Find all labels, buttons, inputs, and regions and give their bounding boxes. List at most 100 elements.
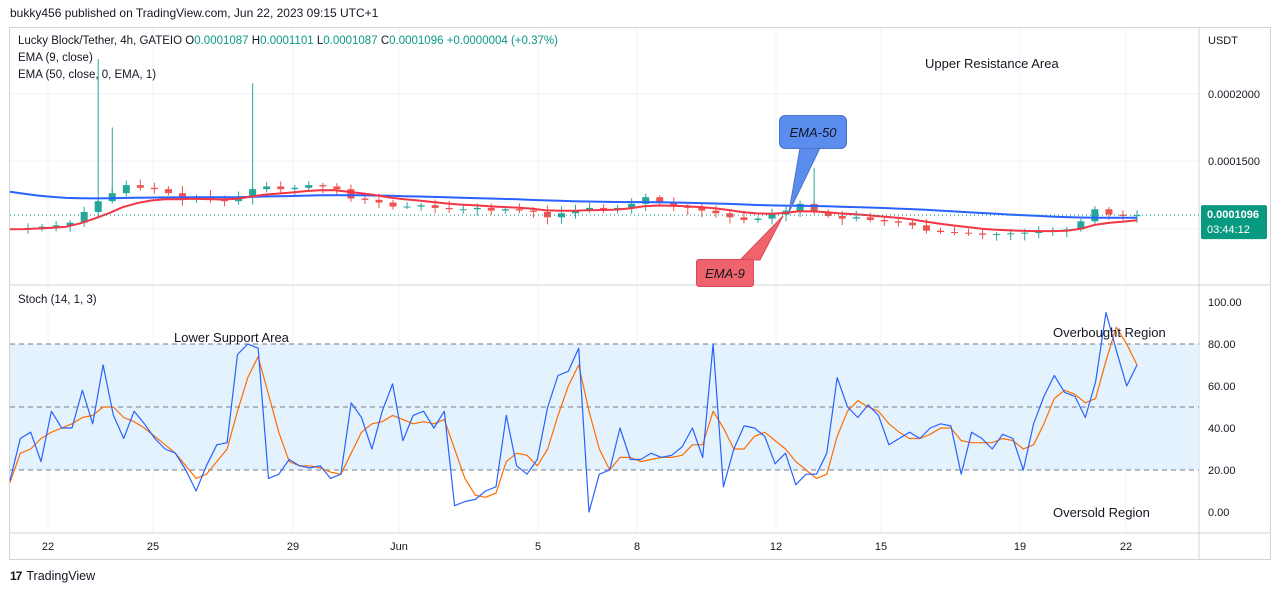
candle-body (501, 209, 509, 211)
candle-body (543, 211, 551, 218)
candle-body (80, 211, 88, 223)
symbol-title[interactable]: Lucky Block/Tether, 4h, GATEIO (18, 35, 183, 47)
lower-support-label: Lower Support Area (174, 330, 289, 345)
candle-body (698, 207, 706, 211)
candle-body (529, 210, 537, 212)
x-tick-label: 22 (42, 541, 54, 553)
candle-body (1133, 215, 1141, 217)
candle-body (908, 222, 916, 226)
candle-body (586, 207, 594, 211)
candle-body (965, 232, 973, 234)
publisher-line: bukky456 published on TradingView.com, J… (10, 6, 379, 20)
candles-group (24, 59, 1141, 241)
candle-body (740, 217, 748, 220)
candle-body (993, 234, 1001, 236)
candle-body (389, 202, 397, 207)
candle-body (333, 186, 341, 190)
stoch-tick-label: 20.00 (1208, 465, 1236, 477)
candle-body (642, 197, 650, 204)
ema50-callout: EMA-50 (779, 115, 847, 149)
x-tick-label: 29 (287, 541, 299, 553)
ema9-legend[interactable]: EMA (9, close) (18, 52, 93, 64)
candle-body (894, 221, 902, 223)
candle-body (572, 210, 579, 214)
symbol-legend: Lucky Block/Tether, 4h, GATEIO O 0.000108… (18, 35, 558, 47)
candle-body (52, 225, 60, 227)
candle-body (1035, 232, 1043, 234)
stoch-tick-label: 100.00 (1208, 297, 1242, 309)
x-tick-label: 12 (770, 541, 782, 553)
stoch-tick-label: 0.00 (1208, 507, 1229, 519)
candle-body (361, 198, 369, 200)
x-tick-label: 25 (147, 541, 159, 553)
candle-body (319, 185, 327, 187)
x-tick-label: 5 (535, 541, 541, 553)
candle-body (936, 230, 944, 233)
candle-body (291, 187, 299, 190)
ema9-callout: EMA-9 (696, 259, 754, 287)
stoch-tick-label: 80.00 (1208, 339, 1236, 351)
candle-body (880, 219, 888, 222)
candle-body (221, 199, 229, 202)
candle-body (796, 203, 804, 211)
candle-body (431, 205, 439, 208)
change-value: +0.0000004 (+0.37%) (446, 35, 558, 47)
tradingview-logo-icon: 17 (10, 569, 22, 583)
last-price-badge (1201, 205, 1267, 240)
ema9-callout-pointer (738, 215, 784, 261)
close-value: 0.0001096 (389, 35, 444, 47)
candle-body (628, 203, 636, 208)
candle-body (277, 186, 285, 190)
candle-body (768, 214, 776, 219)
price-tick-label: 0.0002000 (1208, 89, 1260, 101)
x-tick-label: 22 (1120, 541, 1132, 553)
candle-body (515, 209, 523, 211)
x-tick-label: 8 (634, 541, 640, 553)
candle-body (922, 225, 930, 231)
high-label: H (251, 35, 261, 47)
candle-body (1007, 233, 1015, 235)
candle-body (670, 202, 678, 207)
candle-body (726, 213, 734, 218)
candle-body (754, 218, 762, 220)
ema50-callout-pointer (788, 147, 821, 213)
stoch-legend[interactable]: Stoch (14, 1, 3) (18, 294, 97, 306)
candle-body (656, 197, 664, 203)
ema50-legend[interactable]: EMA (50, close, 0, EMA, 1) (18, 69, 157, 81)
currency-label: USDT (1208, 35, 1238, 47)
candle-body (94, 201, 102, 212)
ema50-line (9, 190, 1138, 219)
candle-body (979, 233, 987, 235)
candle-body (375, 199, 383, 203)
upper-resistance-label: Upper Resistance Area (925, 56, 1059, 71)
candle-body (263, 186, 271, 190)
candle-body (150, 187, 158, 190)
last-price-label: 0.0001096 (1207, 209, 1259, 221)
footer-brand: 17 TradingView (10, 569, 95, 583)
ema9-line (9, 189, 1138, 233)
candle-body (1105, 209, 1113, 215)
open-label: O (185, 35, 195, 47)
low-value: 0.0001087 (323, 35, 378, 47)
candle-body (108, 193, 116, 202)
candle-body (459, 209, 467, 211)
candle-body (136, 185, 144, 188)
price-tick-label: 0.0001500 (1208, 156, 1260, 168)
candle-body (178, 193, 186, 199)
candle-body (600, 207, 608, 210)
candle-body (164, 189, 172, 194)
close-label: C (380, 35, 390, 47)
candle-body (487, 207, 495, 211)
x-tick-label: 15 (875, 541, 887, 553)
candle-body (403, 206, 411, 208)
countdown-label: 03:44:12 (1207, 224, 1250, 236)
candle-body (249, 189, 257, 198)
candle-body (122, 185, 130, 194)
stoch-tick-label: 40.00 (1208, 423, 1236, 435)
candle-body (852, 217, 860, 219)
candle-body (305, 185, 313, 188)
candle-body (866, 217, 874, 220)
candle-body (712, 210, 720, 214)
candle-body (824, 211, 832, 216)
